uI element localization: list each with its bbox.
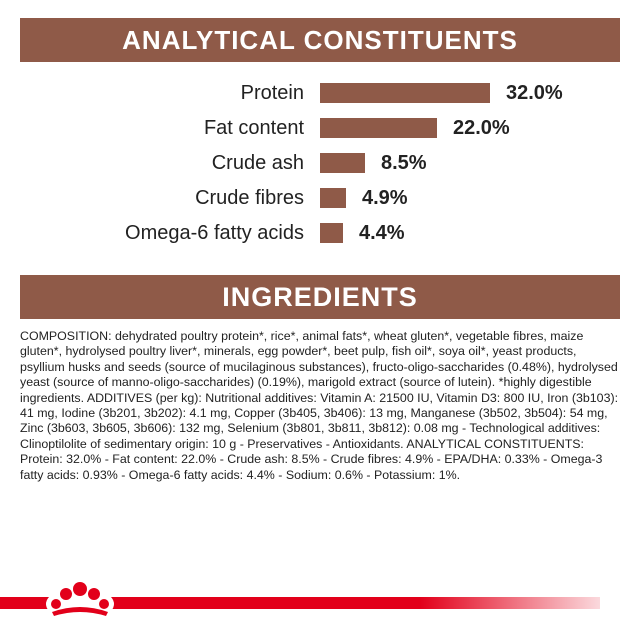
constituent-label: Crude fibres: [195, 187, 304, 209]
composition-text: COMPOSITION: dehydrated poultry protein*…: [20, 329, 619, 482]
constituent-value: 4.9%: [362, 187, 408, 209]
constituent-value: 22.0%: [453, 117, 510, 139]
constituent-value: 4.4%: [359, 222, 405, 244]
constituent-label: Crude ash: [211, 152, 304, 174]
constituent-row-crude-ash: Crude ash 8.5%: [0, 150, 640, 176]
constituent-value: 8.5%: [381, 152, 427, 174]
constituent-bar: [320, 223, 343, 243]
constituent-label: Omega-6 fatty acids: [125, 222, 304, 244]
constituent-bar: [320, 188, 346, 208]
constituent-row-protein: Protein 32.0%: [0, 80, 640, 106]
constituent-bar: [320, 153, 365, 173]
constituent-row-fat-content: Fat content 22.0%: [0, 115, 640, 141]
footer-red-line: [0, 597, 600, 609]
constituent-value: 32.0%: [506, 82, 563, 104]
constituent-row-crude-fibres: Crude fibres 4.9%: [0, 185, 640, 211]
constituent-bar: [320, 118, 437, 138]
ingredients-banner: INGREDIENTS: [20, 275, 620, 319]
constituent-bar: [320, 83, 490, 103]
analytical-constituents-banner: ANALYTICAL CONSTITUENTS: [20, 18, 620, 62]
constituent-row-omega-6: Omega-6 fatty acids 4.4%: [0, 220, 640, 246]
royal-canin-crown-icon: [46, 582, 114, 621]
constituent-label: Protein: [240, 82, 304, 104]
constituent-label: Fat content: [203, 117, 304, 139]
